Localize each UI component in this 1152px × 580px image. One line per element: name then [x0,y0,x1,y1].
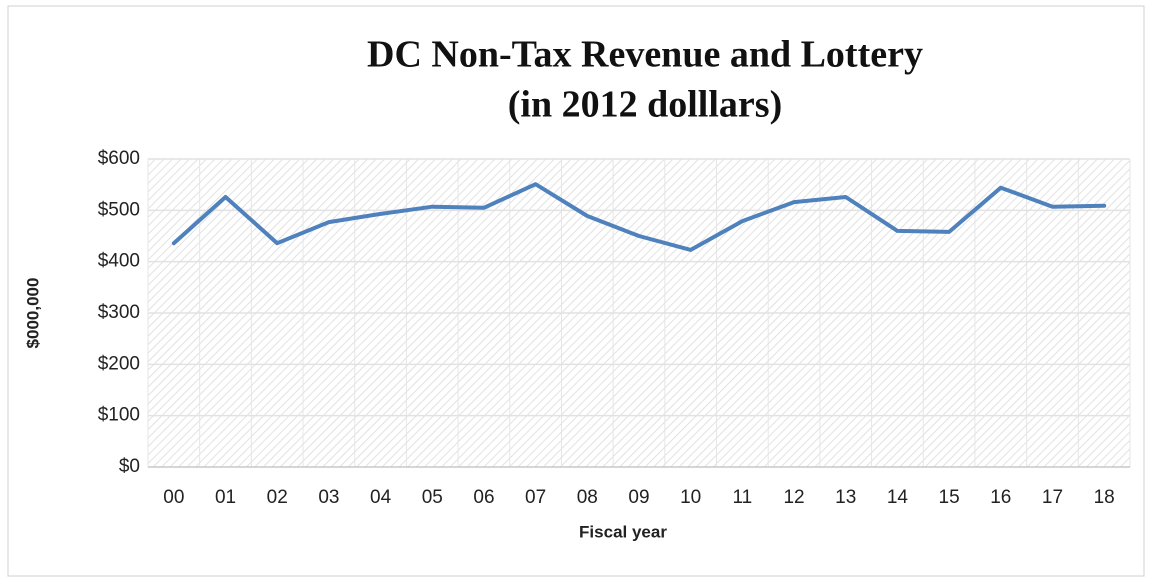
x-tick-label: 06 [473,487,494,508]
y-tick-label: $500 [98,199,140,220]
x-tick-label: 14 [887,487,909,508]
line-series [171,182,1107,252]
y-tick-label: $300 [98,302,140,323]
x-tick-label: 16 [990,487,1011,508]
chart-title: DC Non-Tax Revenue and Lottery [367,34,923,76]
y-tick-label: $600 [98,148,140,169]
chart-title: (in 2012 dolllars) [508,84,782,126]
y-tick-label: $100 [98,405,140,426]
x-tick-label: 07 [525,487,546,508]
x-tick-label: 02 [267,487,288,508]
x-tick-label: 15 [939,487,960,508]
y-tick-label: $400 [98,251,140,272]
x-tick-label: 18 [1094,487,1115,508]
x-tick-label: 09 [628,487,649,508]
x-tick-label: 13 [835,487,856,508]
y-axis-label: $000,000 [23,278,42,349]
y-tick-label: $200 [98,353,140,374]
x-tick-label: 01 [215,487,236,508]
x-tick-label: 10 [680,487,701,508]
y-tick-label: $0 [119,456,140,477]
x-tick-label: 11 [733,487,753,508]
x-tick-label: 03 [318,487,339,508]
x-tick-label: 17 [1042,487,1063,508]
x-axis-label: Fiscal year [579,522,667,541]
x-tick-label: 08 [577,487,598,508]
x-tick-label: 04 [370,487,392,508]
x-tick-label: 00 [163,487,184,508]
x-tick-label: 05 [422,487,443,508]
x-tick-label: 12 [783,487,804,508]
